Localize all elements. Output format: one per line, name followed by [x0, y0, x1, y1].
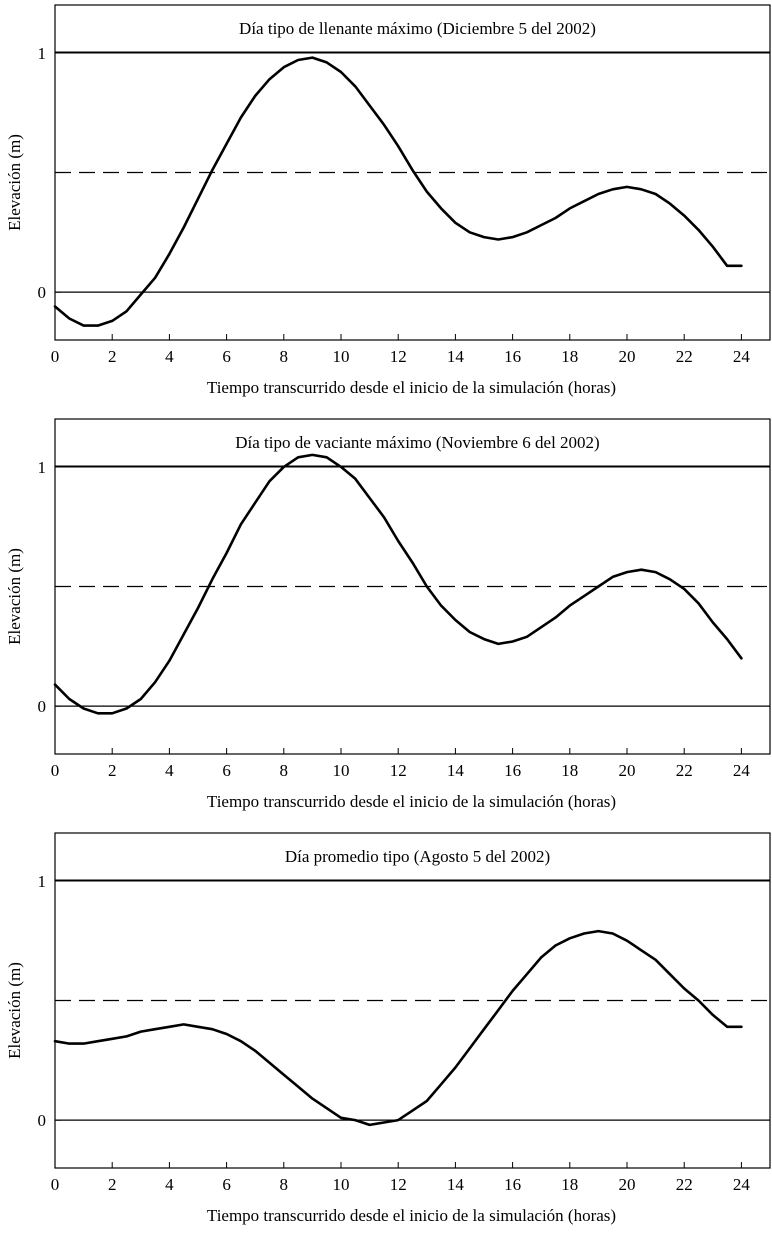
series-line	[53, 453, 743, 715]
y-tick-label: 0	[38, 1111, 47, 1130]
x-tick-label: 2	[108, 761, 117, 780]
x-tick-label: 18	[561, 1175, 578, 1194]
y-axis-label: Elevación (m)	[5, 134, 24, 231]
x-tick-label: 4	[165, 761, 174, 780]
x-axis-label: Tiempo transcurrido desde el inicio de l…	[207, 378, 616, 397]
x-tick-label: 4	[165, 1175, 174, 1194]
x-tick-label: 18	[561, 347, 578, 366]
x-axis-label: Tiempo transcurrido desde el inicio de l…	[207, 792, 616, 811]
x-tick-label: 0	[51, 347, 60, 366]
x-tick-label: 24	[733, 761, 751, 780]
x-tick-label: 14	[447, 347, 465, 366]
chart-title: Día tipo de llenante máximo (Diciembre 5…	[239, 19, 596, 38]
x-tick-label: 6	[222, 347, 231, 366]
x-tick-label: 8	[280, 1175, 289, 1194]
chart-2: Día tipo de vaciante máximo (Noviembre 6…	[5, 418, 771, 811]
y-tick-label: 0	[38, 283, 47, 302]
x-tick-label: 2	[108, 1175, 117, 1194]
x-tick-label: 8	[280, 761, 289, 780]
chart-title: Día tipo de vaciante máximo (Noviembre 6…	[235, 433, 599, 452]
x-tick-label: 4	[165, 347, 174, 366]
y-axis-label: Elevación (m)	[5, 962, 24, 1059]
chart-3: Día promedio tipo (Agosto 5 del 2002)0 2 4…	[5, 832, 771, 1225]
x-tick-label: 10	[333, 347, 350, 366]
y-axis-label: Elevación (m)	[5, 548, 24, 645]
x-tick-label: 24	[733, 1175, 751, 1194]
x-tick-label: 24	[733, 347, 751, 366]
x-tick-label: 0	[51, 1175, 60, 1194]
chart-1: Día tipo de llenante máximo (Diciembre 5…	[5, 4, 771, 397]
x-axis-label: Tiempo transcurrido desde el inicio de l…	[207, 1206, 616, 1225]
x-tick-label: 18	[561, 761, 578, 780]
x-tick-label: 14	[447, 761, 465, 780]
x-tick-label: 12	[390, 761, 407, 780]
x-tick-label: 6	[222, 761, 231, 780]
x-tick-label: 2	[108, 347, 117, 366]
x-tick-label: 8	[280, 347, 289, 366]
x-tick-label: 14	[447, 1175, 465, 1194]
x-tick-label: 22	[676, 761, 693, 780]
x-tick-label: 16	[504, 1175, 521, 1194]
series-line	[53, 56, 743, 327]
x-tick-label: 22	[676, 347, 693, 366]
y-tick-label: 1	[38, 458, 47, 477]
x-tick-label: 22	[676, 1175, 693, 1194]
x-tick-label: 16	[504, 761, 521, 780]
x-tick-label: 16	[504, 347, 521, 366]
x-tick-label: 10	[333, 761, 350, 780]
x-tick-label: 20	[619, 761, 636, 780]
x-tick-label: 12	[390, 347, 407, 366]
x-tick-label: 6	[222, 1175, 231, 1194]
x-tick-label: 0	[51, 761, 60, 780]
x-tick-label: 20	[619, 347, 636, 366]
y-tick-label: 1	[38, 44, 47, 63]
y-tick-label: 1	[38, 872, 47, 891]
x-tick-label: 20	[619, 1175, 636, 1194]
y-tick-label: 0	[38, 697, 47, 716]
series-line	[53, 929, 743, 1127]
x-tick-label: 12	[390, 1175, 407, 1194]
chart-title: Día promedio tipo (Agosto 5 del 2002)	[285, 847, 550, 866]
x-tick-label: 10	[333, 1175, 350, 1194]
